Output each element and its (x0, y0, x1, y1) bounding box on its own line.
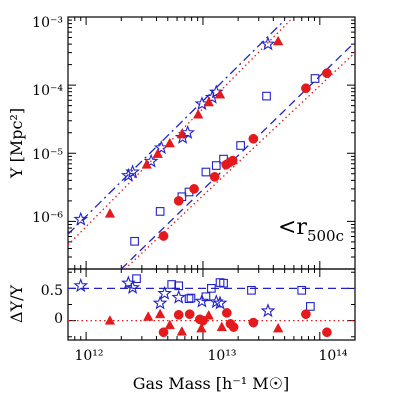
fit-line (68, 19, 291, 246)
data-point-open-star (260, 36, 276, 51)
data-point-open-square (130, 236, 139, 246)
data-point-open-square (201, 167, 211, 177)
y-tick-label-1e-3: 10⁻³ (32, 15, 63, 31)
data-point-filled-circle (322, 327, 332, 338)
data-point-filled-triangle (193, 109, 204, 119)
y-axis-title: Y [Mpc²] (7, 108, 26, 179)
data-point-open-square (186, 293, 196, 303)
fit-line (124, 52, 355, 269)
data-point-filled-triangle (152, 148, 163, 158)
data-point-filled-triangle (104, 315, 116, 325)
data-point-filled-circle (228, 322, 239, 332)
data-point-filled-circle (301, 309, 311, 320)
data-point-open-square (207, 284, 216, 293)
data-point-open-star (180, 124, 196, 140)
data-point-filled-circle (248, 317, 259, 328)
reference-lines-bottom (68, 287, 355, 322)
data-point-open-square (219, 278, 228, 288)
data-point-filled-triangle (176, 128, 188, 139)
radius-annotation-subscript: 500c (307, 227, 344, 245)
data-point-filled-circle (173, 196, 184, 206)
x-axis-title: Gas Mass [h⁻¹ M☉] (133, 374, 290, 393)
data-point-filled-circle (322, 68, 332, 78)
dy-axis-title: ΔY/Y (7, 285, 26, 324)
data-point-filled-circle (173, 309, 184, 320)
data-point-open-star (157, 285, 173, 300)
y-tick-label-1e-5: 10⁻⁵ (32, 147, 63, 163)
markers-top (73, 35, 332, 246)
x-tick-label-1e13: 10¹³ (207, 348, 236, 364)
data-point-filled-triangle (203, 309, 214, 320)
data-point-open-star (194, 293, 210, 308)
data-point-open-star (120, 167, 136, 182)
data-point-open-star (125, 164, 140, 179)
data-point-filled-triangle (141, 159, 152, 169)
fit-line (120, 41, 355, 269)
data-point-filled-circle (158, 231, 169, 241)
data-point-open-square (201, 292, 211, 302)
data-point-filled-circle (227, 155, 238, 166)
data-point-open-square (236, 141, 245, 150)
data-point-open-square (174, 281, 184, 291)
data-point-filled-circle (301, 83, 311, 94)
data-point-filled-triangle (272, 35, 284, 46)
data-point-filled-triangle (164, 137, 175, 148)
dy-tick-label-0: 0 (54, 311, 63, 327)
data-point-open-star (208, 84, 224, 99)
data-point-filled-circle (209, 172, 220, 182)
data-point-open-square (262, 91, 271, 101)
data-point-filled-triangle (203, 96, 214, 107)
data-point-filled-triangle (214, 88, 226, 99)
y-tick-label-1e-4: 10⁻⁴ (32, 83, 63, 99)
data-point-filled-triangle (164, 319, 175, 330)
markers-bottom (73, 274, 332, 338)
data-point-filled-circle (189, 184, 199, 194)
fit-lines-top (68, 19, 355, 269)
data-point-filled-circle (184, 309, 195, 320)
data-point-open-square (310, 74, 320, 83)
data-point-filled-circle (248, 133, 259, 144)
data-point-open-square (306, 302, 315, 311)
x-tick-label-1e12: 10¹² (74, 348, 103, 364)
data-point-filled-circle (198, 315, 208, 326)
data-point-filled-triangle (143, 311, 154, 321)
data-point-open-square (167, 280, 177, 289)
data-point-filled-triangle (176, 326, 188, 336)
radius-annotation: <r500c (278, 215, 344, 245)
data-point-open-star (73, 278, 89, 293)
data-point-filled-triangle (272, 322, 284, 333)
data-point-open-square (184, 294, 194, 304)
data-point-open-square (132, 274, 141, 284)
data-point-filled-circle (158, 327, 169, 338)
x-tick-label-1e14: 10¹⁴ (318, 348, 347, 364)
y-tick-label-1e-6: 10⁻⁶ (32, 210, 63, 226)
data-point-open-square (155, 207, 165, 216)
data-point-open-star (260, 303, 276, 318)
data-point-filled-circle (221, 308, 232, 318)
bottom-panel-frame (67, 268, 356, 341)
dy-tick-label-0p5: 0.5 (41, 283, 63, 299)
data-point-open-square (211, 161, 221, 170)
radius-annotation-prefix: <r (278, 215, 307, 240)
data-point-filled-triangle (216, 321, 227, 332)
ticks-layer (67, 16, 356, 340)
data-point-filled-triangle (154, 308, 166, 319)
fit-line (68, 19, 286, 235)
data-point-open-square (247, 285, 256, 295)
data-point-open-star (125, 279, 140, 295)
data-point-open-star (212, 295, 228, 310)
data-point-open-square (297, 285, 307, 295)
data-point-open-star (171, 289, 187, 304)
data-point-open-star (73, 211, 89, 226)
data-point-filled-triangle (104, 208, 116, 218)
data-point-open-star (152, 295, 168, 310)
data-point-filled-triangle (196, 322, 207, 333)
